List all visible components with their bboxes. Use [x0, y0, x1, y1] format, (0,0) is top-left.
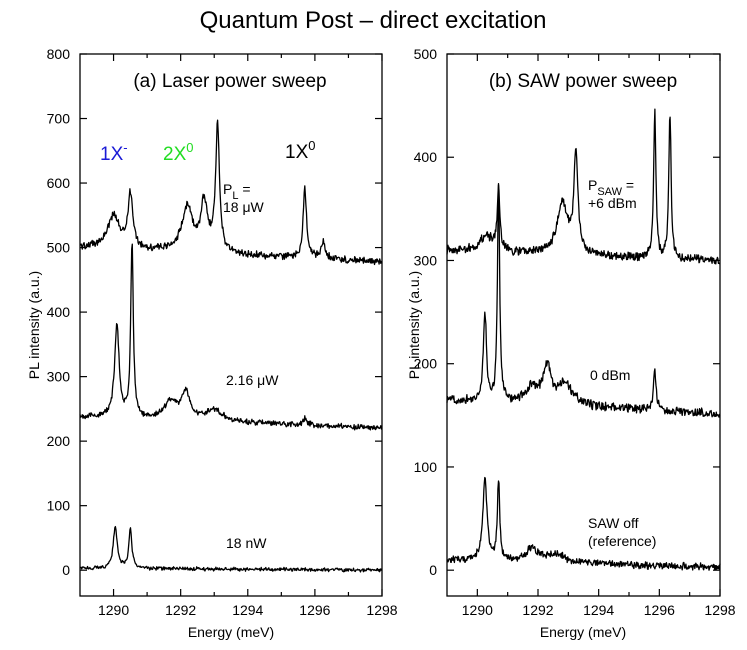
- y-tick-label: 800: [47, 46, 71, 62]
- x-tick-label: 1292: [165, 602, 196, 618]
- x-tick-label: 1290: [98, 602, 129, 618]
- peak-label-text: 1X: [100, 144, 124, 165]
- x-tick-label: 1298: [366, 602, 397, 618]
- series-label-subscript: L: [232, 190, 238, 202]
- x-tick-label: 1296: [299, 602, 330, 618]
- figure-title: Quantum Post – direct excitation: [200, 7, 547, 34]
- x-tick-label: 1296: [644, 602, 675, 618]
- y-tick-label: 0: [62, 562, 70, 578]
- peak-label: 1X0: [285, 138, 315, 163]
- series-label-power: PL =: [223, 181, 251, 202]
- y-tick-label: 500: [47, 240, 71, 256]
- y-tick-label: 600: [47, 175, 71, 191]
- panel-b-xlabel: Energy (meV): [540, 624, 626, 640]
- y-tick-label: 200: [47, 433, 71, 449]
- peak-label-sup: -: [123, 140, 127, 155]
- series-label-line: SAW off: [588, 515, 639, 531]
- panel-a: 1290 1292 1294 1296 1298 0 100 200 300 400 500 600 7…: [26, 46, 398, 640]
- y-tick-label: 500: [414, 46, 438, 62]
- x-tick-label: 1292: [522, 602, 553, 618]
- spectrum-trace: [79, 243, 383, 431]
- y-tick-label: 0: [429, 562, 437, 578]
- x-tick-label: 1298: [704, 602, 735, 618]
- series-label-symbol: P: [588, 177, 597, 193]
- peak-label-sup: 0: [186, 140, 193, 155]
- y-tick-label: 100: [414, 459, 438, 475]
- panel-b-ylabel: PL intensity (a.u.): [406, 271, 422, 379]
- series-label: 0 dBm: [590, 367, 630, 383]
- series-label: 2.16 μW: [226, 372, 279, 388]
- peak-label-sup: 0: [308, 138, 315, 153]
- panel-b-ticks: 1290 1292 1294 1296 1298 0 100 200 300 400 500: [414, 46, 736, 618]
- series-label-equals: =: [622, 177, 634, 193]
- series-label-equals: =: [238, 181, 250, 197]
- panel-b: 1290 1292 1294 1296 1298 0 100 200 300 400 500 (b)…: [406, 46, 736, 640]
- panel-a-frame: [79, 53, 383, 597]
- peak-label: 2X0: [163, 140, 193, 165]
- peak-label: 1X-: [100, 140, 128, 165]
- y-tick-label: 700: [47, 111, 71, 127]
- y-tick-label: 200: [414, 356, 438, 372]
- y-tick-label: 100: [47, 498, 71, 514]
- spectrum-trace: [79, 119, 383, 266]
- x-tick-label: 1294: [583, 602, 614, 618]
- y-tick-label: 300: [47, 369, 71, 385]
- series-label-power: PSAW =: [588, 177, 634, 198]
- series-label-line: (reference): [588, 533, 656, 549]
- series-label-symbol: P: [223, 181, 232, 197]
- y-tick-label: 300: [414, 252, 438, 268]
- panel-b-frame: [446, 53, 721, 597]
- panel-b-traces: [446, 108, 721, 571]
- series-label-value: 18 μW: [223, 199, 265, 215]
- x-tick-label: 1294: [232, 602, 263, 618]
- panel-a-ticks: 1290 1292 1294 1296 1298 0 100 200 300 400 500 600 7…: [47, 46, 398, 618]
- panel-a-title: (a) Laser power sweep: [133, 71, 326, 92]
- series-label-subscript: SAW: [597, 186, 622, 198]
- panel-b-title: (b) SAW power sweep: [489, 71, 677, 92]
- series-label-value: +6 dBm: [588, 195, 637, 211]
- spectrum-trace: [446, 108, 721, 265]
- peak-label-text: 2X: [163, 144, 187, 165]
- panel-a-ylabel: PL intensity (a.u.): [26, 271, 42, 379]
- spectrum-trace: [446, 476, 721, 571]
- panel-a-traces: [79, 119, 383, 573]
- spectrum-trace: [79, 525, 383, 573]
- panel-a-xlabel: Energy (meV): [188, 624, 274, 640]
- y-tick-label: 400: [414, 149, 438, 165]
- spectrum-trace: [446, 184, 721, 418]
- peak-label-text: 1X: [285, 142, 309, 163]
- series-label: 18 nW: [226, 535, 267, 551]
- x-tick-label: 1290: [462, 602, 493, 618]
- y-tick-label: 400: [47, 304, 71, 320]
